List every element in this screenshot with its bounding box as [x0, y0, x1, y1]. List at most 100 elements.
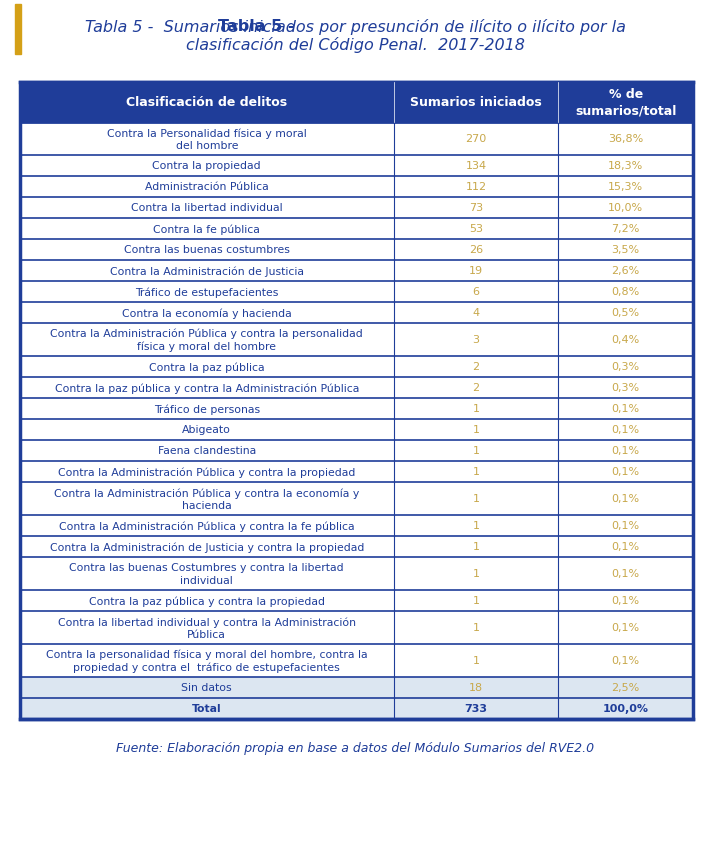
Bar	[20, 462, 693, 483]
Bar	[20, 516, 693, 537]
Text: 1: 1	[472, 623, 479, 633]
Text: 53: 53	[469, 225, 483, 235]
Text: 1: 1	[472, 404, 479, 414]
Text: 1: 1	[472, 521, 479, 531]
Text: clasificación del Código Penal.  2017-2018: clasificación del Código Penal. 2017-201…	[186, 37, 525, 53]
Text: 0,1%: 0,1%	[611, 656, 640, 666]
Text: Contra la economía y hacienda: Contra la economía y hacienda	[122, 308, 292, 318]
Text: 6: 6	[472, 287, 479, 297]
Text: % de
sumarios/total: % de sumarios/total	[575, 89, 676, 117]
Text: 1: 1	[472, 596, 479, 606]
Text: 0,1%: 0,1%	[611, 542, 640, 552]
Text: 0,4%: 0,4%	[611, 335, 640, 345]
Text: Contra la Administración de Justicia y contra la propiedad: Contra la Administración de Justicia y c…	[50, 542, 364, 552]
Text: 1: 1	[472, 467, 479, 477]
Text: 0,1%: 0,1%	[611, 494, 640, 504]
Text: 7,2%: 7,2%	[611, 225, 640, 235]
Text: Contra la fe pública: Contra la fe pública	[154, 224, 260, 235]
Text: 0,1%: 0,1%	[611, 467, 640, 477]
Text: 10,0%: 10,0%	[608, 203, 643, 214]
Text: Contra las buenas Costumbres y contra la libertad
individual: Contra las buenas Costumbres y contra la…	[70, 563, 344, 585]
Bar	[20, 123, 693, 156]
Text: 0,5%: 0,5%	[611, 308, 640, 318]
Text: Contra la Administración Pública y contra la propiedad: Contra la Administración Pública y contr…	[58, 467, 356, 477]
Bar	[20, 677, 693, 698]
Text: Clasificación de delitos: Clasificación de delitos	[126, 96, 287, 110]
Bar	[20, 590, 693, 611]
Text: Sin datos: Sin datos	[181, 683, 232, 693]
Bar	[20, 240, 693, 261]
Text: 1: 1	[472, 542, 479, 552]
Text: 0,1%: 0,1%	[611, 596, 640, 606]
Bar	[20, 83, 693, 123]
Bar	[20, 611, 693, 644]
Bar	[20, 156, 693, 176]
Text: 0,1%: 0,1%	[611, 623, 640, 633]
Bar	[20, 303, 693, 323]
Text: Contra las buenas costumbres: Contra las buenas costumbres	[124, 246, 289, 255]
Text: Fuente: Elaboración propia en base a datos del Módulo Sumarios del RVE2.0: Fuente: Elaboración propia en base a dat…	[116, 741, 594, 754]
Text: 0,3%: 0,3%	[611, 362, 640, 372]
Text: 1: 1	[472, 494, 479, 504]
Text: 26: 26	[469, 246, 483, 255]
Text: Tabla 5 -  Sumarios iniciados por presunción de ilícito o ilícito por la: Tabla 5 - Sumarios iniciados por presunc…	[85, 19, 626, 35]
Text: Contra la libertad individual y contra la Administración
Pública: Contra la libertad individual y contra l…	[58, 616, 356, 639]
Text: Contra la Personalidad física y moral
del hombre: Contra la Personalidad física y moral de…	[107, 128, 306, 151]
Text: 3,5%: 3,5%	[611, 246, 640, 255]
Text: Total: Total	[192, 704, 222, 714]
Text: 0,1%: 0,1%	[611, 425, 640, 435]
Bar	[20, 83, 693, 719]
Text: Contra la paz pública: Contra la paz pública	[149, 362, 264, 372]
Bar	[20, 176, 693, 197]
Text: Tabla 5 -: Tabla 5 -	[218, 19, 294, 34]
Bar	[20, 323, 693, 356]
Text: 0,1%: 0,1%	[611, 446, 640, 456]
Text: 4: 4	[472, 308, 479, 318]
Text: 19: 19	[469, 266, 483, 276]
Text: 0,3%: 0,3%	[611, 383, 640, 393]
Bar	[20, 537, 693, 557]
Text: 0,8%: 0,8%	[611, 287, 640, 297]
Text: Contra la propiedad: Contra la propiedad	[152, 161, 261, 171]
Bar	[20, 356, 693, 377]
Text: 3: 3	[472, 335, 479, 345]
Text: Contra la Administración Pública y contra la fe pública: Contra la Administración Pública y contr…	[59, 521, 355, 531]
Bar	[20, 398, 693, 419]
Text: Contra la libertad individual: Contra la libertad individual	[131, 203, 282, 214]
Text: 15,3%: 15,3%	[608, 182, 643, 192]
Text: 2,5%: 2,5%	[611, 683, 640, 693]
Bar	[20, 644, 693, 677]
Text: 1: 1	[472, 569, 479, 579]
Text: 112: 112	[466, 182, 486, 192]
Bar	[20, 377, 693, 398]
Text: Abigeato: Abigeato	[182, 425, 231, 435]
Bar	[20, 419, 693, 441]
Bar	[20, 197, 693, 219]
Text: 18: 18	[469, 683, 483, 693]
Text: 1: 1	[472, 446, 479, 456]
Bar	[20, 219, 693, 240]
Bar	[20, 698, 693, 719]
Bar	[20, 282, 693, 303]
Text: Contra la paz pública y contra la Administración Pública: Contra la paz pública y contra la Admini…	[55, 383, 359, 393]
Text: 0,1%: 0,1%	[611, 569, 640, 579]
Text: 0,1%: 0,1%	[611, 521, 640, 531]
Bar	[20, 441, 693, 462]
Text: 2: 2	[472, 362, 479, 372]
Text: Tráfico de estupefacientes: Tráfico de estupefacientes	[135, 287, 279, 297]
Text: 2: 2	[472, 383, 479, 393]
Bar	[20, 261, 693, 282]
Text: 270: 270	[465, 134, 486, 144]
Text: 2,6%: 2,6%	[611, 266, 640, 276]
Text: Administración Pública: Administración Pública	[145, 182, 269, 192]
Text: 36,8%: 36,8%	[608, 134, 643, 144]
Text: Tráfico de personas: Tráfico de personas	[154, 403, 260, 414]
Bar	[20, 483, 693, 516]
Text: 18,3%: 18,3%	[608, 161, 643, 171]
Text: Contra la paz pública y contra la propiedad: Contra la paz pública y contra la propie…	[89, 596, 325, 606]
Text: Faena clandestina: Faena clandestina	[158, 446, 256, 456]
Bar	[20, 557, 693, 590]
Text: Contra la Administración de Justicia: Contra la Administración de Justicia	[109, 266, 304, 277]
Text: Contra la Administración Pública y contra la personalidad
física y moral del hom: Contra la Administración Pública y contr…	[50, 328, 363, 352]
Text: Sumarios iniciados: Sumarios iniciados	[410, 96, 542, 110]
